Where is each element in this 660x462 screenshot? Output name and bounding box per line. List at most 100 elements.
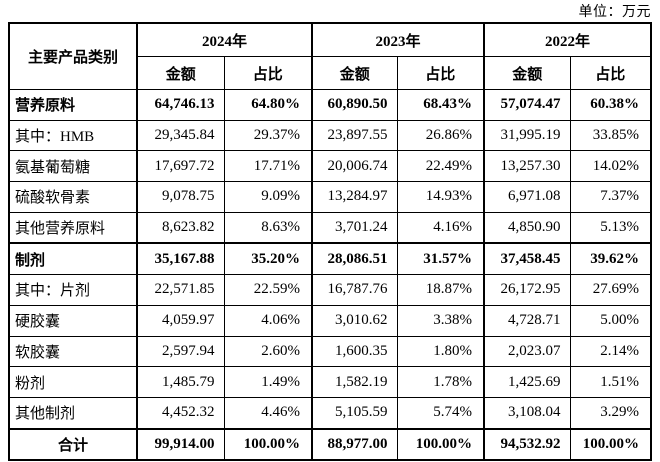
amount-cell: 13,284.97: [311, 181, 398, 213]
amount-cell: 8,623.82: [136, 211, 225, 244]
ratio-cell: 100.00%: [569, 427, 652, 461]
amount-cell: 4,059.97: [136, 304, 225, 337]
amount-cell: 60,890.50: [311, 89, 398, 121]
table-row-nutrition-materials: 营养原料 64,746.13 64.80% 60,890.50 68.43% 5…: [8, 89, 652, 121]
row-label-cell: 软胶囊: [8, 335, 138, 368]
amount-cell: 57,074.47: [483, 89, 571, 121]
ratio-cell: 5.74%: [396, 396, 485, 430]
amount-cell: 23,897.55: [311, 119, 398, 152]
year-header-2023: 2023年: [311, 22, 485, 57]
amount-cell: 99,914.00: [136, 427, 225, 461]
amount-cell: 94,532.92: [483, 427, 571, 461]
ratio-cell: 64.80%: [223, 89, 313, 121]
year-header-2024: 2024年: [135, 22, 313, 57]
row-label-cell: 制剂: [8, 242, 138, 276]
row-label-cell: 硫酸软骨素: [8, 181, 138, 213]
amount-cell: 1,425.69: [483, 366, 571, 398]
amount-cell: 37,458.45: [483, 242, 571, 276]
amount-cell: 88,977.00: [311, 427, 398, 461]
amount-cell: 2,023.07: [483, 335, 571, 368]
ratio-cell: 27.69%: [569, 274, 652, 306]
amount-cell: 16,787.76: [311, 274, 398, 306]
subheader-ratio-2023: 占比: [396, 56, 485, 90]
ratio-cell: 1.49%: [223, 366, 313, 398]
ratio-cell: 4.06%: [223, 304, 313, 337]
ratio-cell: 29.37%: [223, 119, 313, 152]
amount-cell: 3,108.04: [483, 396, 571, 430]
table-row-preparations: 制剂 35,167.88 35.20% 28,086.51 31.57% 37,…: [8, 242, 652, 276]
row-label-cell: 其中：HMB: [8, 119, 138, 152]
subheader-ratio-2024: 占比: [223, 56, 313, 90]
amount-cell: 3,010.62: [311, 304, 398, 337]
row-label-cell: 合计: [8, 427, 138, 461]
amount-cell: 3,701.24: [311, 211, 398, 244]
amount-cell: 5,105.59: [311, 396, 398, 430]
ratio-cell: 100.00%: [396, 427, 485, 461]
ratio-cell: 31.57%: [396, 242, 485, 276]
table-row-hmb: 其中：HMB 29,345.84 29.37% 23,897.55 26.86%…: [8, 119, 652, 152]
ratio-cell: 33.85%: [569, 119, 652, 152]
ratio-cell: 35.20%: [223, 242, 313, 276]
amount-cell: 31,995.19: [483, 119, 571, 152]
table-row-total: 合计 99,914.00 100.00% 88,977.00 100.00% 9…: [8, 427, 652, 461]
table-header: 主要产品类别 2024年 2023年 2022年 金额 占比 金额 占比 金额 …: [8, 22, 652, 90]
amount-cell: 6,971.08: [483, 181, 571, 213]
amount-cell: 1,600.35: [311, 335, 398, 368]
amount-cell: 1,485.79: [136, 366, 225, 398]
row-label-cell: 粉剂: [8, 366, 138, 398]
table-row-other-preparations: 其他制剂 4,452.32 4.46% 5,105.59 5.74% 3,108…: [8, 396, 652, 430]
subheader-amount-2023: 金额: [311, 56, 398, 90]
amount-cell: 17,697.72: [136, 150, 225, 183]
ratio-cell: 4.16%: [396, 211, 485, 244]
ratio-cell: 4.46%: [223, 396, 313, 430]
ratio-cell: 9.09%: [223, 181, 313, 213]
ratio-cell: 3.29%: [569, 396, 652, 430]
ratio-cell: 5.00%: [569, 304, 652, 337]
ratio-cell: 60.38%: [569, 89, 652, 121]
ratio-cell: 5.13%: [569, 211, 652, 244]
row-label-cell: 氨基葡萄糖: [8, 150, 138, 183]
ratio-cell: 14.02%: [569, 150, 652, 183]
subheader-amount-2022: 金额: [483, 56, 571, 90]
ratio-cell: 1.80%: [396, 335, 485, 368]
ratio-cell: 68.43%: [396, 89, 485, 121]
amount-cell: 4,728.71: [483, 304, 571, 337]
ratio-cell: 17.71%: [223, 150, 313, 183]
amount-cell: 4,850.90: [483, 211, 571, 244]
table-body: 营养原料 64,746.13 64.80% 60,890.50 68.43% 5…: [8, 89, 652, 461]
table-row-glucosamine: 氨基葡萄糖 17,697.72 17.71% 20,006.74 22.49% …: [8, 150, 652, 183]
unit-label: 单位：万元: [578, 5, 651, 20]
row-label-cell: 其他制剂: [8, 396, 138, 430]
subheader-amount-2024: 金额: [136, 56, 225, 90]
ratio-cell: 26.86%: [396, 119, 485, 152]
row-label-cell: 其中：片剂: [8, 274, 138, 306]
ratio-cell: 22.59%: [223, 274, 313, 306]
row-label-cell: 营养原料: [8, 89, 138, 121]
ratio-cell: 1.78%: [396, 366, 485, 398]
ratio-cell: 22.49%: [396, 150, 485, 183]
table-row-hard-capsules: 硬胶囊 4,059.97 4.06% 3,010.62 3.38% 4,728.…: [8, 304, 652, 337]
header-row-subcolumns: 金额 占比 金额 占比 金额 占比: [9, 56, 652, 90]
ratio-cell: 8.63%: [223, 211, 313, 244]
amount-cell: 22,571.85: [136, 274, 225, 306]
row-label-cell: 硬胶囊: [8, 304, 138, 337]
amount-cell: 9,078.75: [136, 181, 225, 213]
column-header-category: 主要产品类别: [8, 22, 138, 90]
amount-cell: 4,452.32: [136, 396, 225, 430]
table-row-tablets: 其中：片剂 22,571.85 22.59% 16,787.76 18.87% …: [8, 274, 652, 306]
ratio-cell: 39.62%: [569, 242, 652, 276]
amount-cell: 26,172.95: [483, 274, 571, 306]
row-label-cell: 其他营养原料: [8, 211, 138, 244]
ratio-cell: 1.51%: [569, 366, 652, 398]
ratio-cell: 100.00%: [223, 427, 313, 461]
amount-cell: 13,257.30: [483, 150, 571, 183]
ratio-cell: 14.93%: [396, 181, 485, 213]
ratio-cell: 7.37%: [569, 181, 652, 213]
product-revenue-table: 主要产品类别 2024年 2023年 2022年 金额 占比 金额 占比 金额 …: [8, 22, 653, 462]
table-row-soft-capsules: 软胶囊 2,597.94 2.60% 1,600.35 1.80% 2,023.…: [8, 335, 652, 368]
amount-cell: 1,582.19: [311, 366, 398, 398]
ratio-cell: 2.60%: [223, 335, 313, 368]
ratio-cell: 3.38%: [396, 304, 485, 337]
ratio-cell: 2.14%: [569, 335, 652, 368]
